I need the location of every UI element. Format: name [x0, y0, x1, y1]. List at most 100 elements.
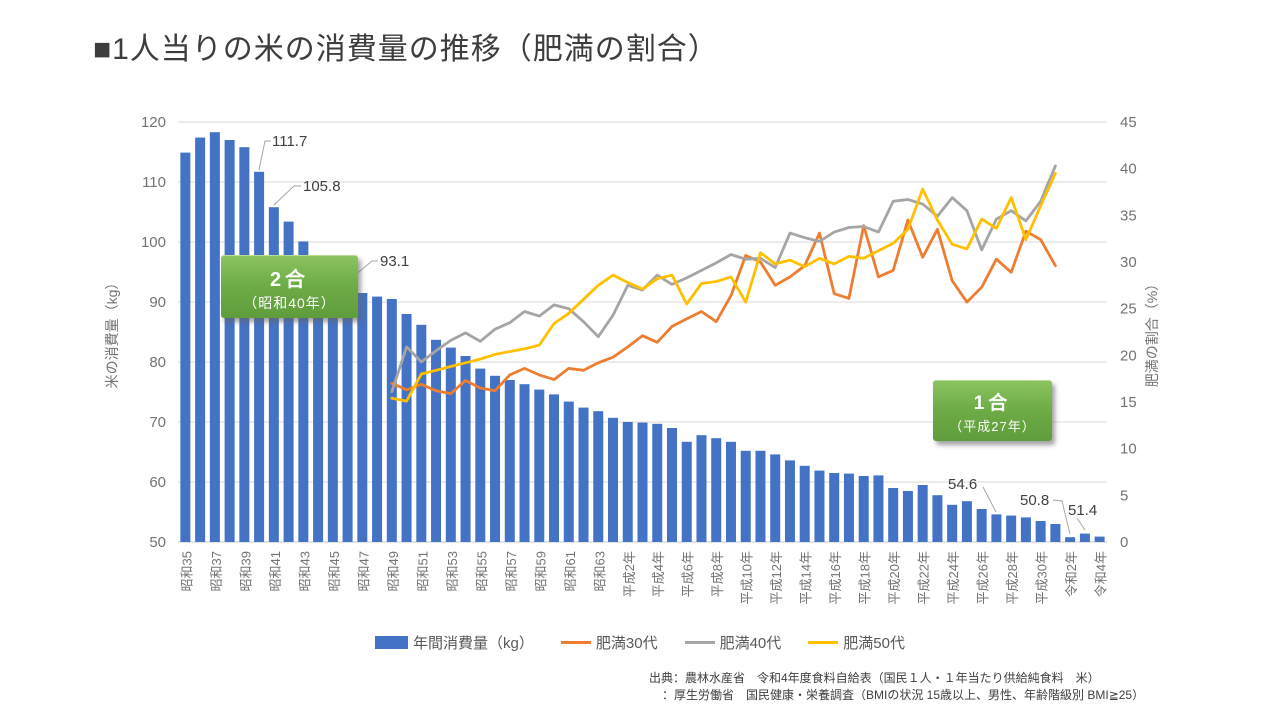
x-axis-label: 令和4年 — [1094, 551, 1109, 597]
bar — [843, 473, 854, 542]
legend-label: 肥満30代 — [595, 635, 658, 652]
bar — [1079, 533, 1090, 542]
legend-swatch — [375, 636, 409, 649]
callout-2go-title: 2合 — [269, 269, 310, 291]
bar — [268, 207, 279, 542]
x-axis-label: 昭和43 — [297, 551, 312, 591]
bar — [254, 171, 265, 543]
y-axis-tick-left: 100 — [141, 234, 166, 251]
bar — [578, 407, 589, 542]
bar — [711, 438, 722, 542]
annotation-label: 105.8 — [303, 178, 341, 195]
y-axis-tick-right: 45 — [1120, 114, 1137, 131]
x-axis-label: 昭和39 — [238, 551, 253, 591]
x-axis-label: 昭和41 — [268, 551, 283, 591]
leader-line — [1076, 517, 1086, 531]
legend-item-肥満40代: 肥満40代 — [684, 632, 782, 653]
x-axis-label: 昭和59 — [533, 551, 548, 591]
legend-item-肥満30代: 肥満30代 — [560, 632, 658, 653]
y-axis-tick-left: 70 — [149, 414, 166, 431]
bar — [1094, 536, 1105, 542]
x-axis-label: 平成18年 — [858, 551, 873, 604]
obesity-line-肥満30代 — [390, 218, 1057, 396]
x-axis-label: 平成6年 — [681, 551, 696, 597]
leader-line — [258, 140, 271, 171]
y-axis-tick-left: 90 — [149, 294, 166, 311]
source-note: 出典：農林水産省 令和4年度食料自給表（国民１人・１年当たり供給純食料 米） ：… — [649, 670, 1144, 704]
annotation-label: 54.6 — [948, 476, 977, 493]
bar — [681, 441, 692, 542]
annotation-label: 111.7 — [272, 133, 307, 150]
bar — [1006, 515, 1017, 542]
bar — [666, 428, 677, 542]
bar — [799, 465, 810, 542]
chart-title: ■1人当りの米の消費量の推移（肥満の割合） — [93, 33, 719, 66]
x-axis-label: 令和2年 — [1064, 551, 1079, 597]
bar — [431, 339, 442, 542]
y-axis-title-right: 肥満の割合（%） — [1144, 277, 1160, 387]
y-axis-tick-right: 10 — [1120, 441, 1137, 458]
source-line-2: ：厚生労働省 国民健康・栄養調査（BMIの状況 15歳以上、男性、年齢階級別 B… — [662, 688, 1145, 702]
bar — [740, 450, 751, 542]
bar — [932, 495, 943, 542]
legend-swatch — [808, 641, 839, 644]
bar — [755, 450, 766, 542]
annotation-label: 51.4 — [1068, 502, 1097, 519]
bar — [490, 375, 501, 542]
bar — [784, 460, 795, 542]
x-axis-label: 平成26年 — [976, 551, 991, 604]
bar — [696, 435, 707, 542]
callout-1go-subtitle: （平成27年） — [949, 419, 1036, 434]
bar — [224, 140, 235, 542]
y-axis-tick-right: 15 — [1120, 394, 1137, 411]
x-axis-label: 平成30年 — [1035, 551, 1050, 604]
x-axis-label: 昭和55 — [474, 551, 489, 591]
bar — [180, 152, 191, 542]
x-axis-label: 平成16年 — [828, 551, 843, 604]
annotation-label: 50.8 — [1020, 492, 1049, 509]
bar — [608, 417, 619, 542]
legend-item-肥満50代: 肥満50代 — [808, 632, 905, 653]
y-axis-tick-right: 5 — [1120, 487, 1128, 504]
legend-swatch — [684, 641, 715, 644]
x-axis-label: 昭和45 — [327, 551, 342, 591]
bar — [961, 501, 972, 542]
x-axis-label: 平成12年 — [769, 551, 784, 604]
x-axis-label: 昭和57 — [504, 551, 519, 591]
bar — [593, 411, 604, 542]
leader-line — [273, 185, 301, 206]
leader-line — [982, 486, 997, 513]
y-axis-tick-right: 30 — [1120, 254, 1137, 271]
y-axis-tick-right: 25 — [1120, 301, 1137, 318]
bar — [327, 271, 338, 542]
x-axis-label: 昭和51 — [415, 551, 430, 591]
legend-label: 年間消費量（kg） — [413, 635, 534, 652]
bar — [298, 241, 309, 542]
x-axis-label: 昭和49 — [386, 551, 401, 591]
callout-box-1go: 1合 （平成27年） — [933, 380, 1052, 441]
y-axis-tick-left: 60 — [149, 474, 166, 491]
bar — [873, 475, 884, 542]
x-axis-label: 昭和47 — [356, 551, 371, 591]
y-axis-tick-right: 40 — [1120, 161, 1137, 178]
bar — [652, 423, 663, 542]
bar — [386, 299, 397, 542]
bar — [991, 514, 1002, 542]
legend-label: 肥満40代 — [719, 635, 782, 652]
x-axis-label: 昭和61 — [563, 551, 578, 591]
x-axis-label: 平成24年 — [946, 551, 961, 604]
bar — [342, 283, 353, 542]
bar — [888, 488, 899, 542]
bar — [563, 401, 574, 542]
bar — [445, 347, 456, 542]
x-axis-label: 平成4年 — [651, 551, 666, 597]
x-axis-label: 昭和35 — [179, 551, 194, 591]
y-axis-tick-right: 0 — [1120, 534, 1128, 551]
bar — [637, 422, 648, 542]
bar — [858, 476, 869, 542]
x-axis-label: 平成20年 — [887, 551, 902, 604]
y-axis-tick-right: 20 — [1120, 347, 1137, 364]
x-axis-label: 昭和53 — [445, 551, 460, 591]
